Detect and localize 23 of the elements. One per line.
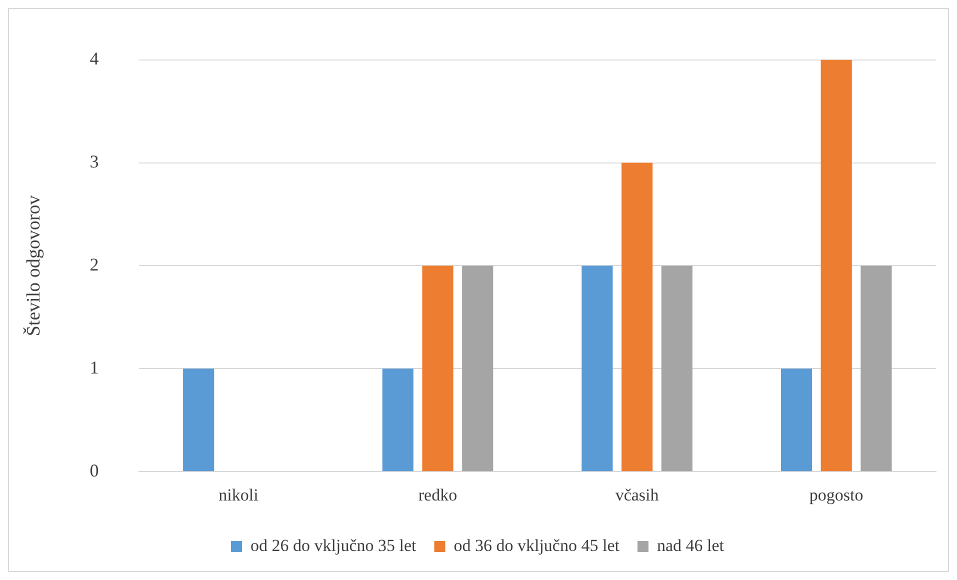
y-tick-label: 2 (90, 254, 99, 274)
bar (422, 266, 454, 472)
bar (820, 60, 852, 472)
y-tick-label: 0 (90, 460, 99, 480)
legend-label: od 26 do vključno 35 let (250, 536, 417, 555)
bar (382, 368, 414, 472)
y-tick-label: 1 (90, 357, 99, 378)
bar (661, 266, 692, 472)
y-axis-title: Število odgovorov (22, 194, 44, 336)
x-tick-label: redko (418, 485, 458, 504)
bar (622, 162, 653, 472)
legend-label: nad 46 let (656, 536, 724, 555)
bar (780, 368, 812, 472)
bar (582, 266, 613, 472)
legend-label: od 36 do vključno 45 let (454, 536, 620, 555)
x-tick-label: nikoli (218, 485, 259, 504)
x-tick-label: pogosto (809, 485, 864, 504)
bar (462, 266, 494, 472)
bar (183, 368, 214, 472)
bar (860, 266, 892, 472)
x-tick-label: včasih (615, 485, 660, 504)
y-tick-label: 3 (90, 151, 99, 172)
y-tick-label: 4 (90, 48, 99, 69)
